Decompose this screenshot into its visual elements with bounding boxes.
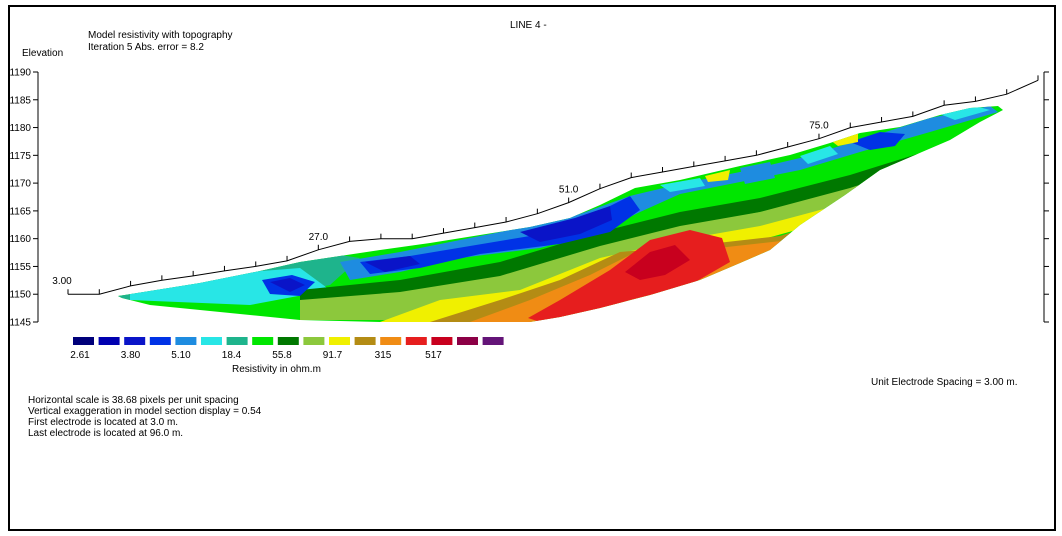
y-tick-label: 1185 [9,95,31,106]
topography-line [68,79,1039,295]
legend-swatch [98,337,120,345]
color-legend: 2.61 3.80 5.10 18.4 55.8 91.7 315 517 [70,337,504,361]
legend-swatch [380,337,402,345]
legend-swatch [457,337,478,345]
legend-swatch [226,337,248,345]
resistivity-zone [300,128,1003,320]
chart-subtitle-2: Iteration 5 Abs. error = 8.2 [88,42,204,53]
legend-swatch [405,337,427,345]
resistivity-zone [660,178,705,192]
legend-label: 517 [425,350,442,361]
legend-swatch [303,337,325,345]
legend-label: 3.80 [121,350,141,361]
y-tick-label: 1155 [9,262,31,273]
resistivity-zone [365,256,420,272]
resistivity-zone [360,196,640,274]
electrode-labels: 3.00 27.0 51.0 75.0 [52,121,829,288]
y-tick-label: 1175 [9,151,31,162]
chart-subtitle-1: Model resistivity with topography [88,30,233,41]
legend-swatch [252,337,274,345]
legend-swatch [73,337,94,345]
scale-note-1: Horizontal scale is 38.68 pixels per uni… [28,395,239,406]
electrode-label: 75.0 [809,121,829,132]
y-tick-label: 1170 [9,179,31,190]
y-tick-label: 1150 [9,290,31,301]
legend-swatch [277,337,299,345]
legend-swatch [431,337,453,345]
legend-swatch [201,337,222,345]
electrode-label: 27.0 [309,232,329,243]
scale-note-2: Vertical exaggeration in model section d… [28,406,262,417]
y-tick-label: 1160 [9,234,31,245]
legend-label: 91.7 [323,350,343,361]
resistivity-zone [300,115,1003,310]
resistivity-zone [740,162,775,184]
legend-label: 2.61 [70,350,90,361]
legend-label: 5.10 [171,350,191,361]
legend-label: 315 [375,350,392,361]
legend-swatch [175,337,197,345]
legend-swatch [124,337,146,345]
y-tick-label: 1165 [9,206,31,217]
right-axis [1043,71,1049,323]
chart-title: LINE 4 - [510,20,547,31]
legend-swatch [482,337,504,345]
resistivity-zone [800,146,838,164]
legend-swatch [329,337,350,345]
resistivity-zone [380,140,1003,322]
scale-note-4: Last electrode is located at 96.0 m. [28,428,184,439]
legend-label: 18.4 [222,350,242,361]
y-axis-label: Elevation [22,48,63,59]
resistivity-zone [625,245,690,280]
electrode-label: 3.00 [52,276,72,287]
y-axis: 1190 1185 1180 1175 1170 1165 1160 1155 1150 1145 [9,68,39,329]
resistivity-zone [270,278,305,292]
y-tick-label: 1190 [9,68,31,79]
resistivity-zone [520,206,612,242]
resistivity-zone [705,170,730,182]
scale-note-3: First electrode is located at 3.0 m. [28,417,179,428]
legend-label: 55.8 [272,350,292,361]
y-tick-label: 1180 [9,123,31,134]
unit-spacing-note: Unit Electrode Spacing = 3.00 m. [871,377,1018,388]
legend-swatch [354,337,376,345]
legend-swatch [149,337,171,345]
y-tick-label: 1145 [9,318,31,329]
legend-title: Resistivity in ohm.m [232,364,321,375]
electrode-label: 51.0 [559,185,579,196]
resistivity-zone [940,106,990,120]
resistivity-zone [850,132,905,150]
electrode-markers [67,75,1039,295]
